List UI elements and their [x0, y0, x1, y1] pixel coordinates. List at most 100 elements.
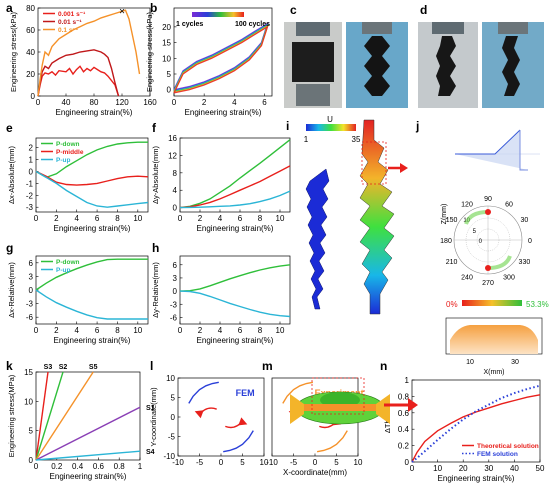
y-tick-label-k-3: 15 [24, 368, 33, 377]
y-axis-label-h: Δy-Relative(mm) [151, 262, 160, 318]
x-tick-label-k-5: 1 [138, 462, 143, 471]
x-tick-label-b-2: 4 [232, 98, 237, 107]
legend-label-e-2: P-up [56, 157, 70, 164]
y-tick-label-b-4: 20 [162, 23, 171, 32]
fem-hinge-bar [290, 404, 390, 411]
panel-label-n: n [380, 359, 387, 373]
x-axis-label-k: Engineering strain(%) [50, 472, 127, 481]
y-axis-label-e: Δx-Absolute(mm) [7, 146, 16, 204]
series-line-e-1 [35, 170, 149, 186]
j-top-curve-drop [519, 130, 528, 171]
y-tick-label-k-2: 10 [24, 397, 33, 406]
y-tick-label-h-4: 6 [173, 261, 178, 270]
rotation-arrowhead-upper-l [194, 410, 204, 419]
series-line-f-0 [179, 139, 291, 209]
legend-label-n-0: Theoretical solution [477, 443, 539, 450]
y-axis-label-b: Engineering stress(kPa) [145, 11, 154, 92]
x-tick-label-e-4: 8 [115, 214, 120, 223]
x-axis-label-h: Engineering strain(%) [197, 336, 274, 345]
x-tick-label-h-4: 8 [258, 326, 263, 335]
legend-label-a-2: 0.1 s⁻¹ [58, 27, 78, 34]
axes-frame-b [173, 7, 273, 97]
x-axis-label-e: Engineering strain(%) [54, 224, 131, 233]
y-tick-label-b-0: 0 [167, 86, 172, 95]
polar-angle-label-1: 60 [505, 202, 513, 209]
polar-angle-label-10: 150 [446, 217, 458, 224]
series-label-k-4: S4 [146, 449, 155, 456]
polar-radius-0: 0 [479, 239, 483, 245]
series-line-h-0 [179, 264, 291, 292]
y-tick-label-f-2: 8 [173, 169, 178, 178]
fem-deformed-specimen [359, 119, 395, 315]
hysteresis-loop-5 [173, 25, 269, 94]
y-tick-label-g-4: 6 [29, 259, 34, 268]
series-line-n-0 [411, 394, 541, 463]
legend-label-g-0: P-down [56, 259, 79, 266]
x-tick-label-a-1: 40 [62, 98, 71, 107]
x-tick-label-m-0: -10 [266, 458, 278, 467]
y-tick-label-h-3: 3 [173, 274, 178, 283]
panel-label-f: f [152, 121, 157, 135]
j-top-curve-rise [455, 129, 521, 155]
legend-label-g-1: P-up [56, 267, 70, 274]
y-axis-label-k: Engineering stress(MPa) [7, 374, 16, 457]
hysteresis-loop-4 [173, 24, 269, 93]
axes-frame-e [35, 137, 149, 213]
polar-angle-label-4: 330 [519, 259, 531, 266]
polar-angle-label-11: 120 [461, 202, 473, 209]
y-tick-label-n-4: 0.8 [398, 392, 410, 401]
series-line-l-1 [223, 430, 254, 453]
chart-title-l: FEM [236, 388, 255, 398]
u-colorbar-max: 35 [352, 135, 361, 144]
y-tick-label-n-0: 0 [405, 458, 410, 467]
y-tick-label-b-3: 15 [162, 39, 171, 48]
series-label-k-2: S5 [89, 364, 98, 371]
chart-f: f 0 2 4 6 8 10 0 4 8 12 16 Engineering strain(%) Δy-A… [151, 121, 291, 233]
x-axis-label-n: Engineering strain(%) [438, 474, 515, 483]
series-line-a-0 [37, 65, 120, 97]
x-tick-label-l-2: 0 [219, 458, 224, 467]
series-line-k-4 [35, 450, 141, 461]
y-tick-label-l-1: -5 [168, 433, 176, 442]
y-tick-label-l-3: 5 [171, 394, 176, 403]
y-tick-label-l-2: 0 [171, 413, 176, 422]
chart-b: b 0 2 4 6 0 5 10 15 20 Engineering strain(%) Engine… [145, 1, 273, 117]
x-tick-label-n-3: 30 [484, 464, 493, 473]
y-tick-label-h-0: -6 [170, 313, 178, 322]
y-tick-label-a-1: 20 [26, 70, 35, 79]
chart-n: n 0 10 20 30 40 50 0 0.2 0.4 0.6 0.8 1 Engineering st… [380, 359, 545, 483]
x-tick-label-f-1: 2 [198, 214, 203, 223]
u-colorbar-min: 1 [304, 135, 309, 144]
polar-point-upper [485, 209, 491, 215]
u-colorbar [306, 124, 356, 131]
x-axis-label-b: Engineering strain(%) [185, 108, 262, 117]
j-bottom-tick-30: 30 [511, 359, 519, 366]
x-tick-label-g-1: 2 [54, 326, 59, 335]
y-axis-label-g: Δx-Relative(mm) [7, 262, 16, 318]
panel-label-c: c [290, 3, 297, 17]
panel-label-i: i [286, 119, 289, 133]
x-tick-label-f-4: 8 [258, 214, 263, 223]
series-line-m-1 [316, 430, 348, 453]
x-tick-label-k-1: 0.2 [51, 462, 63, 471]
axes-frame-k [35, 371, 141, 461]
x-tick-label-f-3: 6 [238, 214, 243, 223]
y-tick-label-e-5: 2 [29, 144, 34, 153]
x-tick-label-l-4: 10 [260, 458, 269, 467]
photo-c-right-specimen [364, 36, 390, 96]
y-tick-label-b-1: 5 [167, 70, 172, 79]
polar-angle-label-7: 240 [461, 274, 473, 281]
panel-label-g: g [6, 241, 13, 255]
series-line-k-1 [35, 371, 64, 461]
y-tick-label-n-1: 0.2 [398, 442, 410, 451]
series-line-a-1 [37, 49, 120, 97]
panel-label-e: e [6, 121, 13, 135]
polar-angle-label-5: 300 [503, 274, 515, 281]
panel-label-b: b [150, 1, 157, 15]
y-tick-label-l-4: 10 [166, 374, 175, 383]
series-line-g-0 [35, 258, 148, 291]
x-axis-label-a: Engineering strain(%) [56, 108, 133, 117]
x-tick-label-l-1: -5 [196, 458, 204, 467]
